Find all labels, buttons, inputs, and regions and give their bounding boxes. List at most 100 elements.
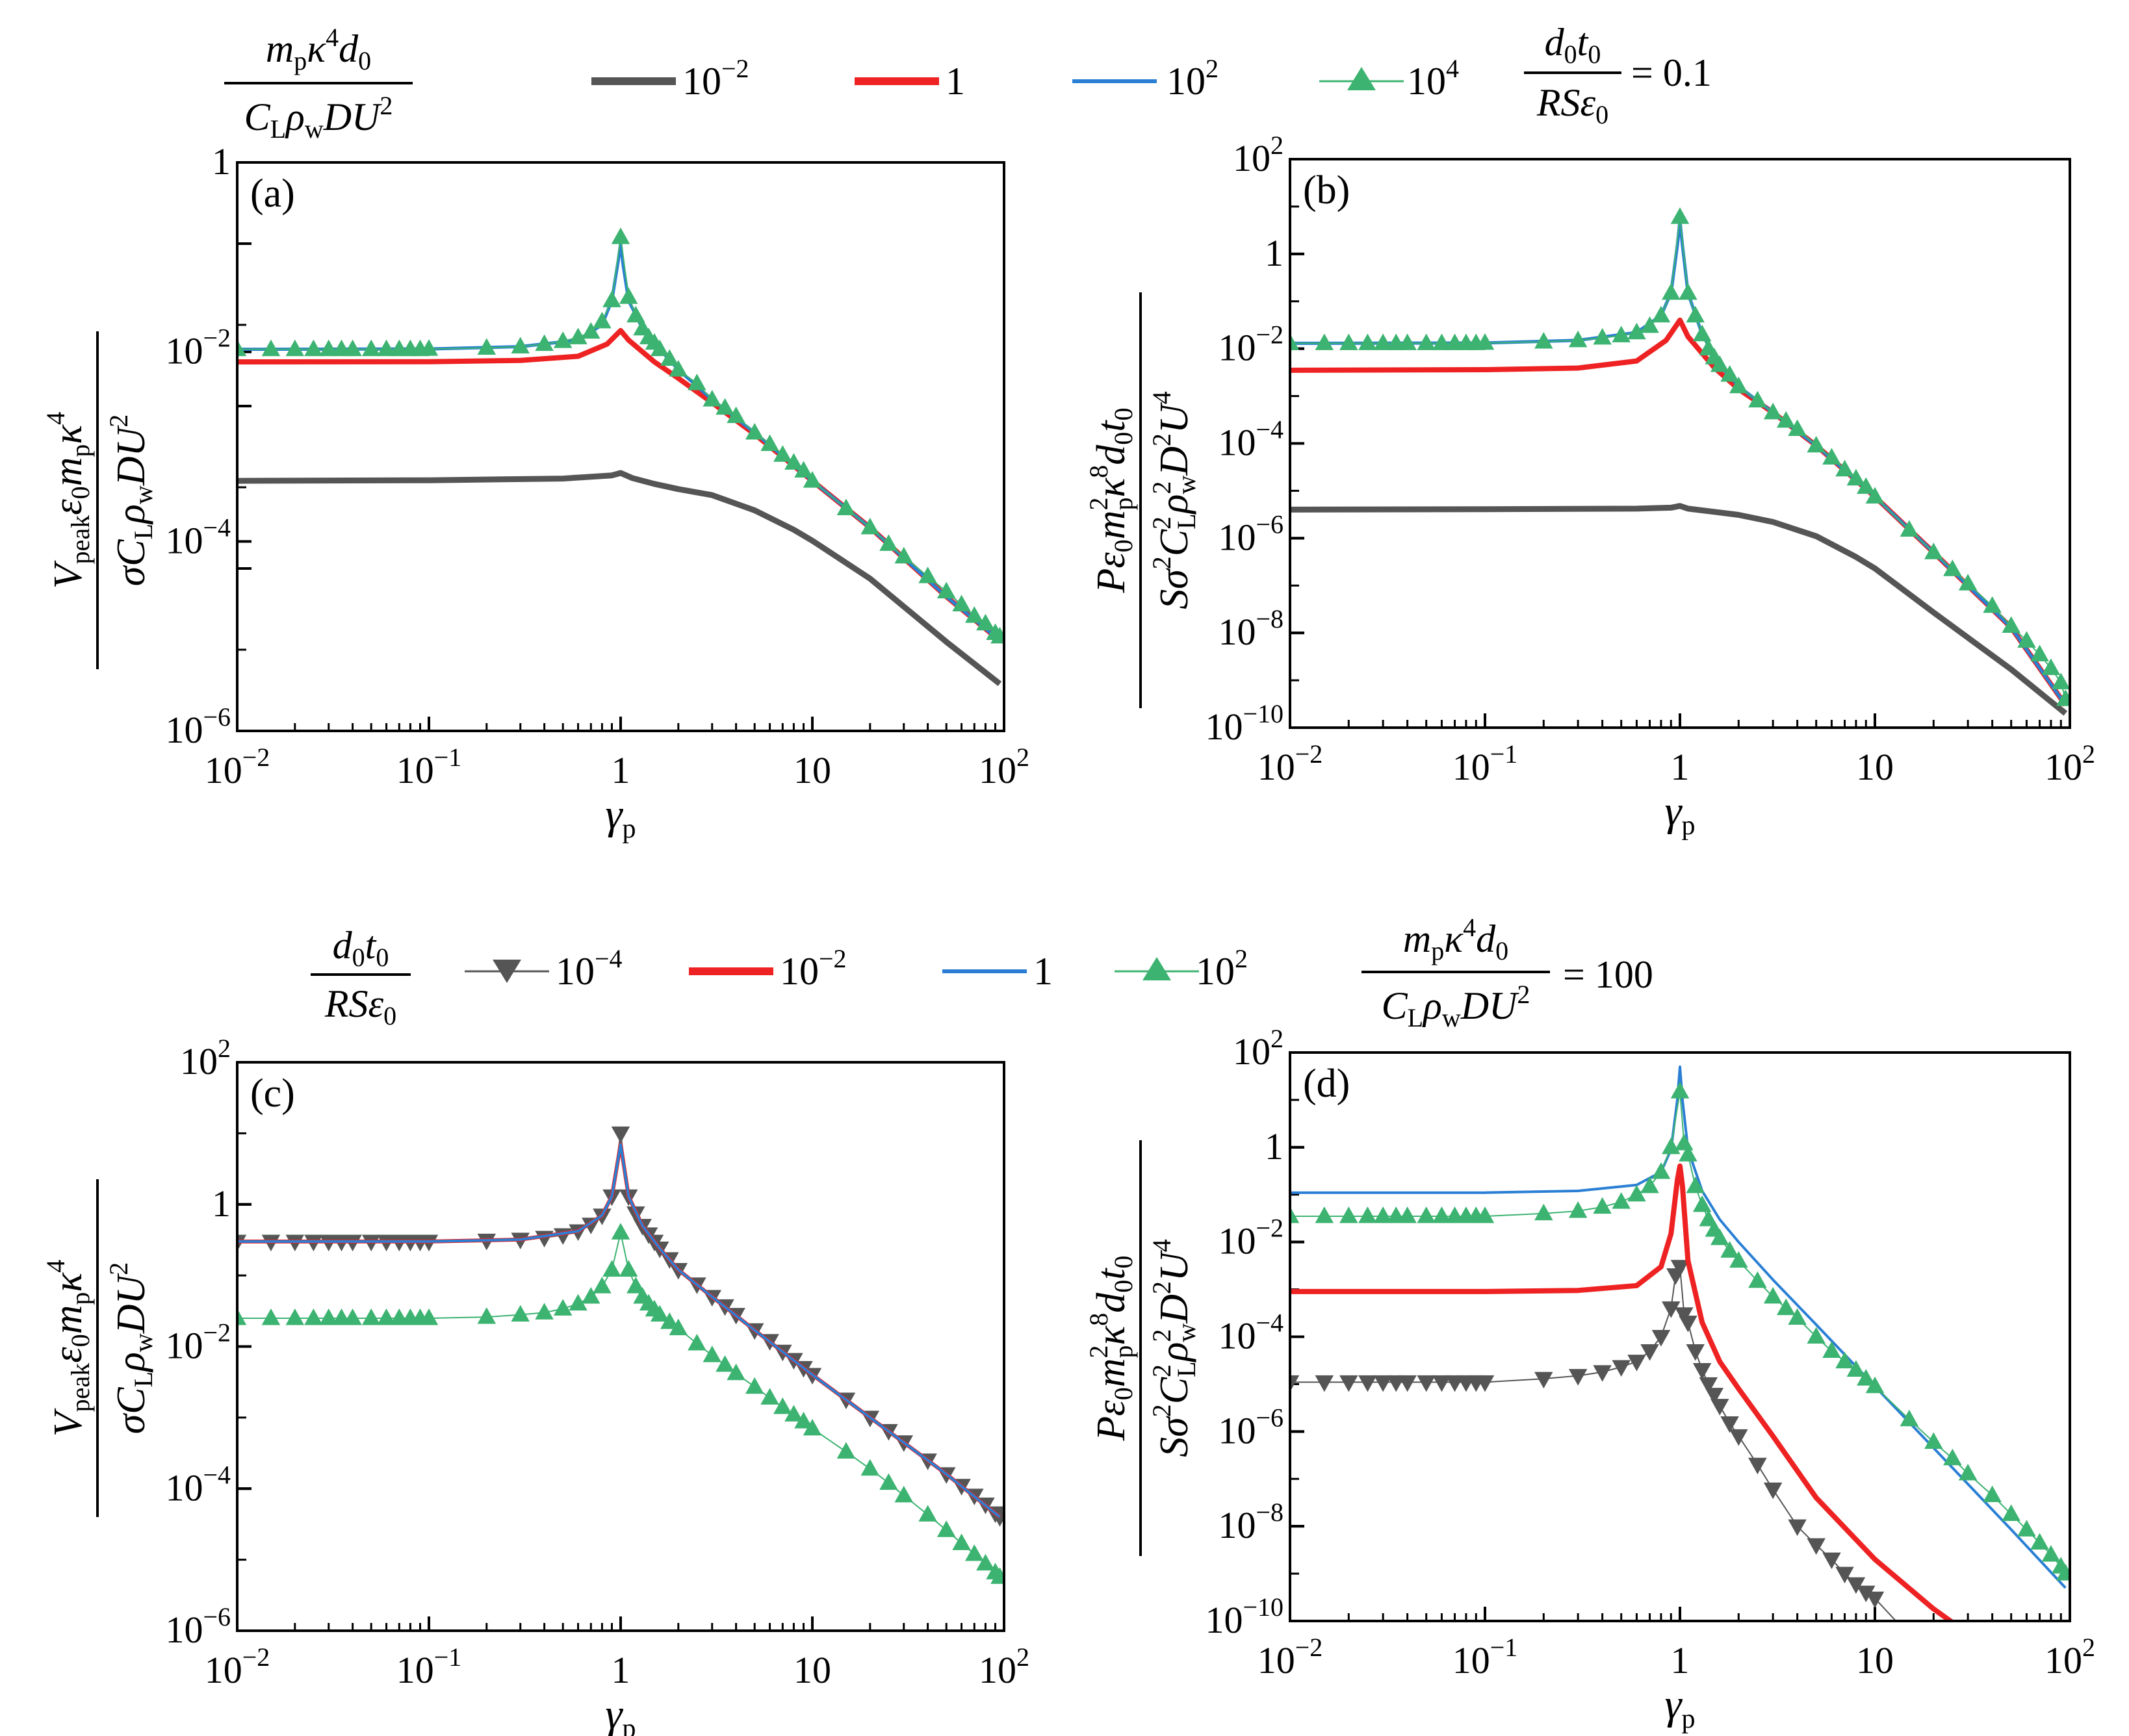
panel-b-y-tick-label: 10−2	[1218, 320, 1284, 369]
panel-b-xlabel: γp	[1664, 787, 1695, 841]
panel-d-y-tick-label: 10−6	[1218, 1403, 1284, 1451]
panel-a-series-1-line	[237, 470, 1002, 687]
panel-d-series-4-marker	[1627, 1184, 1646, 1202]
panel-d-series-4-marker	[1924, 1432, 1943, 1449]
panel-a-series-4-marker	[535, 334, 554, 351]
panel-d-series-4-marker	[1788, 1308, 1807, 1325]
panel-b-series-4-marker	[1729, 376, 1748, 394]
panel-a-series-4-marker	[593, 311, 612, 329]
panel-a-series-4-marker	[626, 305, 645, 323]
panel-b-series-4-marker	[1417, 333, 1436, 350]
panel-a-series-4-marker	[477, 338, 497, 355]
legend-bottom-entry-1: 10−4	[465, 944, 623, 993]
panel-d-series-1-marker	[1373, 1375, 1393, 1392]
panel-d-series-4-marker	[1398, 1206, 1417, 1223]
panel-c-series-4-marker	[860, 1459, 880, 1476]
panel-b-series-2-line	[1290, 317, 2068, 707]
panel-a-y-tick-label: 10−2	[165, 324, 231, 372]
svg-text:d0t0: d0t0	[333, 924, 389, 972]
panel-a: 10−2 10−1 1 10 102 10−6 10−4 10−2 1 (a) γp	[165, 140, 1029, 844]
panel-b-x-tick-label: 10−1	[1452, 739, 1518, 788]
panel-c-series-4-line	[237, 1232, 1001, 1578]
panel-d-series-1-marker	[1662, 1301, 1681, 1318]
panel-d-series-4-marker	[1290, 1206, 1300, 1223]
panel-d-x-tick-label: 1	[1671, 1639, 1690, 1681]
panel-b-x-tick-label: 1	[1671, 746, 1690, 788]
panel-d-series-4-marker	[1315, 1206, 1334, 1223]
panel-d-series-4-marker	[1640, 1176, 1659, 1194]
panel-b-y-tick-label: 10−4	[1218, 415, 1284, 464]
panel-d-series-1-marker	[1627, 1355, 1646, 1372]
panel-d-series-1-marker	[1686, 1344, 1705, 1361]
panel-d-series-4-marker	[1651, 1162, 1671, 1179]
panel-d-series-1-marker	[1924, 1647, 1943, 1664]
panel-d-series-1-marker	[1748, 1457, 1767, 1475]
panel-a-series-4-marker	[965, 606, 984, 623]
svg-text:Vpeakε0mpκ4: Vpeakε0mpκ4	[41, 412, 95, 589]
panel-b-series-4-marker	[1943, 559, 1962, 576]
panel-c-series-4-marker	[703, 1346, 722, 1362]
panel-d-y-tick-label: 10−4	[1218, 1308, 1284, 1357]
svg-text:Sσ2C2Lρ2wD2U4: Sσ2C2Lρ2wD2U4	[1147, 1239, 1201, 1457]
panel-a-series-4-marker	[794, 461, 813, 478]
panel-d-series-4-marker	[1612, 1192, 1631, 1209]
panel-d: 10−2 10−1 1 10 102 10−10 10−8 10−6 10−4 10−2 1 102 (…	[1205, 1024, 2095, 1734]
panel-d-series-4-marker	[1679, 1145, 1697, 1162]
svg-text:σCLρwDU2: σCLρwDU2	[104, 1262, 158, 1435]
panel-c-series-4-marker	[569, 1294, 587, 1311]
panel-a-series-4-marker	[304, 339, 323, 357]
panel-c-series-4-marker	[602, 1260, 621, 1277]
panel-b-series-4-marker	[1398, 333, 1417, 350]
legend-top-entry-3: 102	[1072, 54, 1219, 103]
panel-d-series-4-marker	[1958, 1463, 1978, 1481]
panel-a-x-tick-label: 1	[612, 749, 630, 791]
panel-d-series-4-marker	[1692, 1195, 1712, 1212]
panel-c-x-tick-label: 10−2	[205, 1642, 270, 1691]
panel-d-series-1-marker	[1417, 1375, 1436, 1392]
panel-a-y-tick-label: 1	[212, 140, 231, 183]
panel-b-series-4-marker	[1788, 419, 1807, 437]
panel-b-series-4-marker	[1627, 322, 1646, 340]
panel-d-series-4-marker	[2056, 1564, 2070, 1581]
panel-d-series-1-marker	[1475, 1375, 1495, 1392]
panel-c-series-4-marker	[794, 1411, 813, 1429]
panel-c-series-4-marker	[773, 1397, 792, 1414]
legend-bottom-marker-1	[493, 960, 521, 983]
panel-c-series-4-marker	[237, 1308, 247, 1325]
panel-d-x-tick-label: 10	[1856, 1639, 1894, 1681]
panel-c-series-4-marker	[918, 1505, 937, 1522]
panel-a-x-tick-label: 10−1	[396, 743, 462, 791]
panel-d-series-1-marker	[1720, 1416, 1739, 1433]
panel-a-series-group	[237, 227, 1004, 687]
panel-d-y-tick-label: 10−2	[1218, 1214, 1284, 1262]
panel-c-x-tick-label: 102	[979, 1642, 1029, 1691]
panel-d-series-1-marker	[1670, 1260, 1690, 1277]
svg-text:σCLρwDU2: σCLρwDU2	[104, 415, 158, 587]
panel-d-series-4-marker	[1675, 1134, 1694, 1151]
panel-c-y-tick-label: 1	[212, 1182, 231, 1225]
panel-b-panel-label: (b)	[1303, 168, 1350, 212]
panel-a-series-4-marker	[237, 339, 247, 357]
panel-b-x-tick-label: 10	[1856, 746, 1894, 788]
panel-d-series-1-marker	[1788, 1519, 1807, 1537]
panel-b-series-4-marker	[1686, 305, 1705, 323]
panel-c-series-1-marker	[237, 1234, 247, 1251]
panel-d-series-4-marker	[1686, 1176, 1705, 1194]
panel-d-series-group	[1290, 1066, 2070, 1664]
panel-c-xlabel: γp	[605, 1691, 636, 1736]
legend-bottom-fixed-label: mpκ4d0 CLρwDU2 = 100	[1361, 913, 1653, 1032]
panel-c-series-4-marker	[803, 1418, 822, 1436]
panel-c-series-4-marker	[304, 1308, 323, 1325]
panel-a-series-4-marker	[760, 434, 779, 452]
panel-d-series-1-marker	[1432, 1375, 1451, 1392]
panel-b-series-4-marker	[1432, 333, 1451, 350]
panel-b-series-1-line	[1290, 503, 2068, 716]
panel-c-series-4-marker	[261, 1308, 281, 1325]
svg-text:1: 1	[1033, 950, 1053, 993]
panel-b-series-4-marker	[1865, 487, 1885, 504]
panel-d-y-tick-label: 102	[1233, 1024, 1284, 1073]
panel-b-series-4-marker	[2041, 658, 2061, 675]
panel-c-series-1-marker	[611, 1126, 630, 1143]
panel-a-series-4-marker	[879, 534, 898, 551]
panel-d-series-3-line	[1290, 1066, 2067, 1589]
